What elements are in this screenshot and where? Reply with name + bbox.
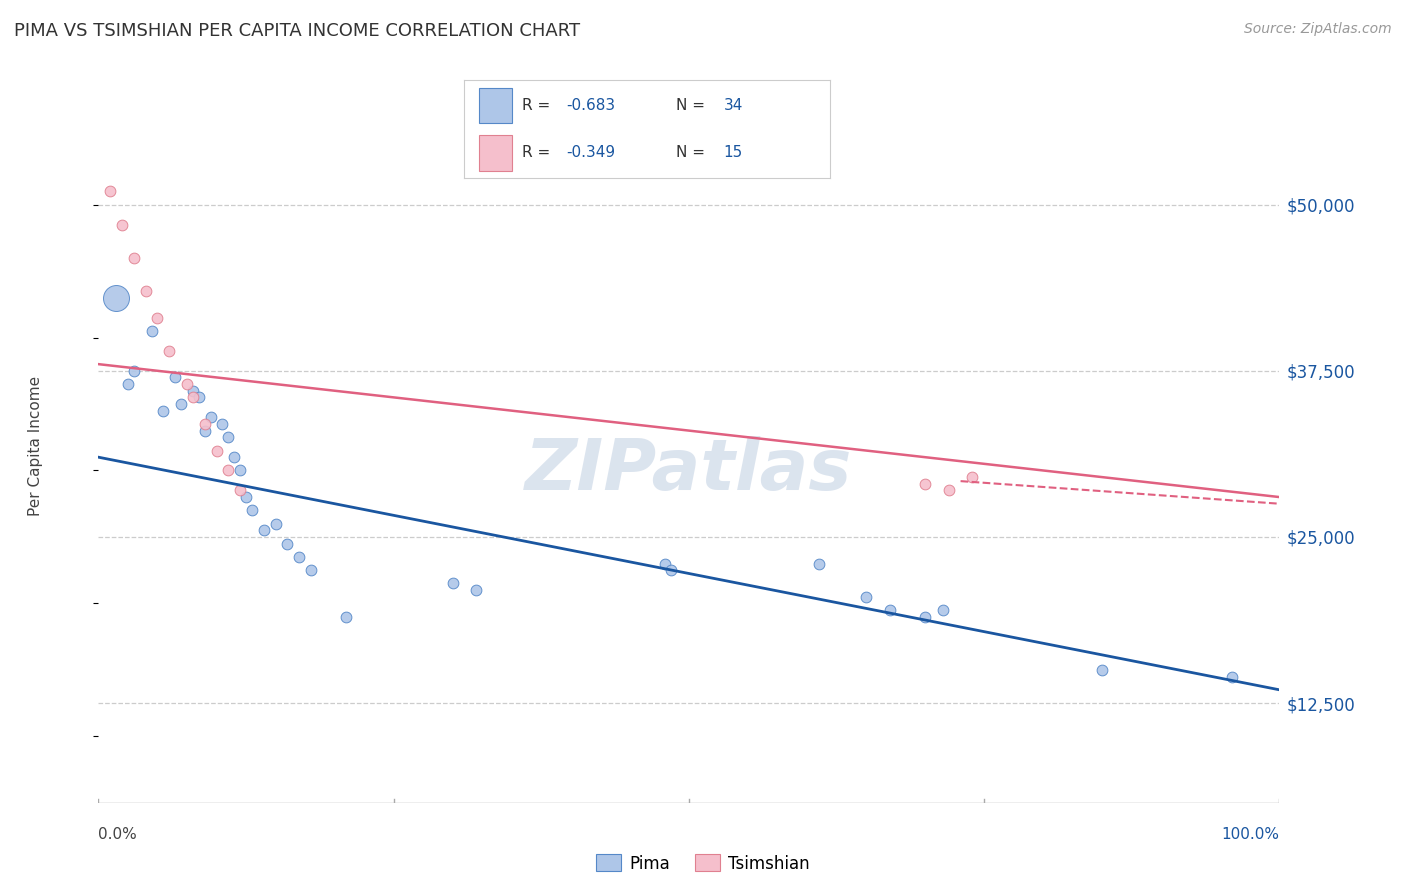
Point (200, 410, 222, 425)
Point (157, 343, 180, 358)
Point (135, 284, 157, 298)
Point (914, 476, 936, 491)
Point (229, 463, 252, 477)
Point (441, 576, 464, 591)
Point (122, 251, 145, 265)
Text: 15: 15 (724, 145, 742, 161)
Point (194, 417, 217, 431)
Point (105, 291, 128, 305)
Point (117, 377, 139, 392)
Text: 0.0%: 0.0% (98, 827, 138, 841)
Point (170, 397, 193, 411)
Point (299, 563, 322, 577)
Point (176, 377, 198, 392)
Point (962, 470, 984, 484)
Point (335, 609, 357, 624)
Text: ZIPatlas: ZIPatlas (526, 436, 852, 505)
Point (194, 424, 217, 438)
Point (229, 483, 252, 498)
Point (217, 430, 239, 444)
Text: Per Capita Income: Per Capita Income (28, 376, 42, 516)
Point (659, 563, 682, 577)
Point (938, 483, 960, 498)
Point (181, 384, 204, 398)
Text: N =: N = (676, 98, 710, 113)
Bar (478, 88, 512, 123)
Point (211, 417, 233, 431)
Text: R =: R = (523, 98, 555, 113)
Point (914, 609, 936, 624)
Text: 100.0%: 100.0% (1222, 827, 1279, 841)
Point (654, 557, 676, 571)
Point (146, 310, 169, 325)
Point (205, 443, 228, 458)
Point (288, 549, 311, 564)
Point (807, 557, 830, 571)
Point (1091, 663, 1114, 677)
Text: R =: R = (523, 145, 555, 161)
Point (141, 324, 163, 338)
Point (240, 503, 263, 517)
Text: -0.683: -0.683 (567, 98, 616, 113)
Point (1220, 669, 1243, 683)
Text: N =: N = (676, 145, 710, 161)
Bar (478, 136, 512, 170)
Point (111, 218, 134, 232)
Point (181, 390, 204, 404)
Point (879, 603, 901, 617)
Point (276, 536, 298, 550)
Point (224, 450, 246, 465)
Legend: Pima, Tsimshian: Pima, Tsimshian (589, 847, 817, 880)
Text: Source: ZipAtlas.com: Source: ZipAtlas.com (1244, 22, 1392, 37)
Point (217, 463, 239, 477)
Text: 34: 34 (724, 98, 742, 113)
Point (855, 590, 877, 604)
Point (932, 603, 955, 617)
Point (122, 364, 145, 378)
Point (98, 185, 121, 199)
Point (264, 516, 287, 531)
Text: PIMA VS TSIMSHIAN PER CAPITA INCOME CORRELATION CHART: PIMA VS TSIMSHIAN PER CAPITA INCOME CORR… (14, 22, 581, 40)
Point (253, 524, 276, 538)
Point (187, 390, 209, 404)
Text: -0.349: -0.349 (567, 145, 616, 161)
Point (465, 583, 488, 598)
Point (165, 370, 187, 384)
Point (235, 490, 257, 504)
Point (152, 403, 174, 417)
